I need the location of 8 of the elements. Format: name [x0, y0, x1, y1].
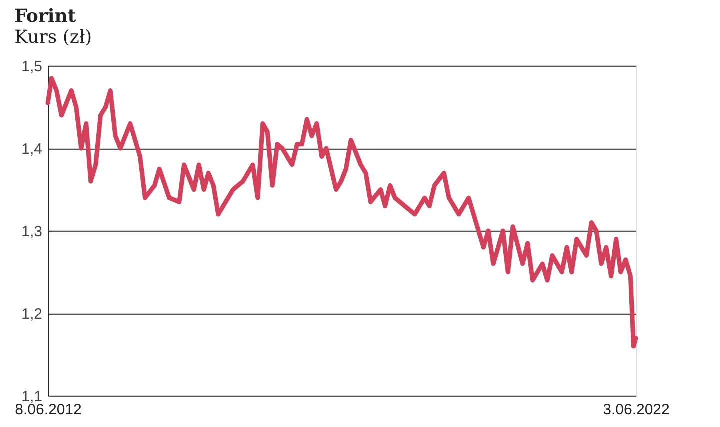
y-tick-label: 1,2 [22, 306, 42, 323]
y-tick-label: 1,3 [22, 224, 42, 240]
y-tick-label: 1,4 [22, 141, 42, 158]
line-series [46, 76, 638, 349]
y-tick-label: 1,5 [22, 58, 42, 76]
chart-subtitle: Kurs (zł) [14, 27, 92, 48]
x-tick-label: 3.06.2022 [603, 402, 670, 418]
chart-title: Forint [14, 6, 77, 27]
